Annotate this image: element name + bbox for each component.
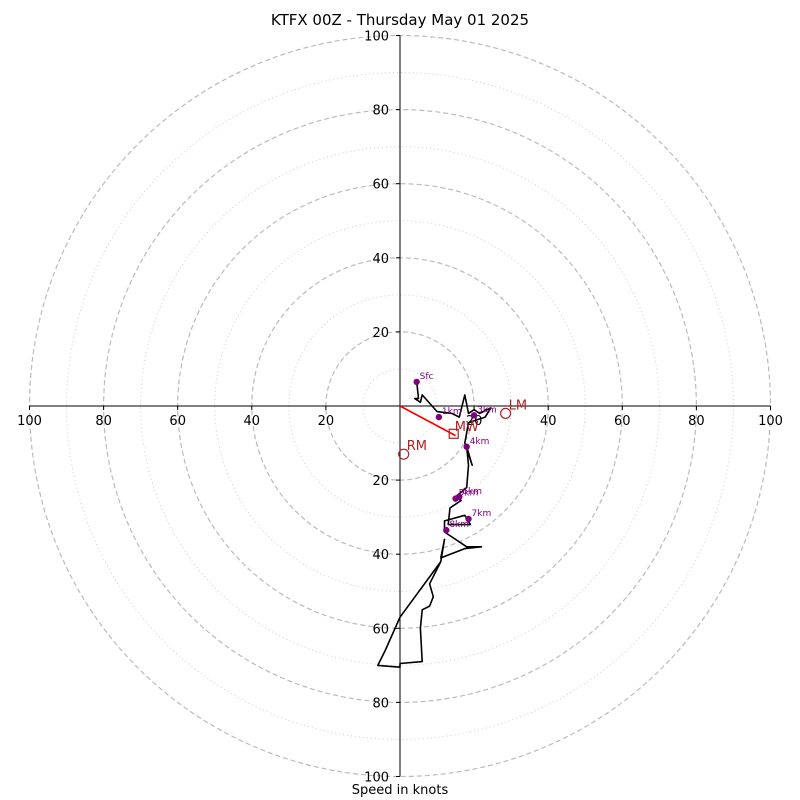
storm-motion-label-RM: RM bbox=[407, 439, 427, 454]
shear-vector-line bbox=[399, 405, 456, 437]
y-tick-label: 80 bbox=[372, 104, 389, 119]
height-label-3km: 3km bbox=[477, 405, 497, 415]
height-marker-6km bbox=[456, 493, 463, 500]
x-tick-label: 20 bbox=[318, 414, 335, 429]
storm-motion-marker-LM bbox=[499, 407, 512, 420]
height-label-8km: 8km bbox=[449, 520, 469, 530]
shear-vector bbox=[399, 405, 456, 437]
y-tick-label: 60 bbox=[372, 622, 389, 637]
y-tick-label: 100 bbox=[364, 30, 389, 45]
y-tick-label: 80 bbox=[372, 696, 389, 711]
mean-wind-marker bbox=[448, 428, 459, 439]
height-marker-3km bbox=[470, 412, 478, 419]
height-marker-1km bbox=[435, 413, 443, 421]
height-label-Sfc: Sfc bbox=[420, 372, 434, 382]
height-label-6km: 6km bbox=[462, 487, 482, 497]
mean-wind-label: MW bbox=[455, 420, 479, 435]
x-tick-label: 60 bbox=[614, 414, 631, 429]
y-tick-label: 20 bbox=[372, 326, 389, 341]
x-tick-label: 100 bbox=[17, 414, 42, 429]
height-marker-Sfc bbox=[413, 378, 420, 386]
height-label-1km: 1km bbox=[442, 407, 462, 417]
x-tick-label: 60 bbox=[169, 414, 186, 429]
y-tick-label: 40 bbox=[372, 548, 389, 563]
x-tick-label: 40 bbox=[244, 414, 261, 429]
height-marker-4km bbox=[463, 443, 470, 450]
height-marker-7km bbox=[465, 515, 472, 523]
height-label-5km: 5km bbox=[459, 489, 479, 499]
wind-profile bbox=[376, 381, 492, 669]
x-tick-label: 100 bbox=[758, 414, 783, 429]
storm-motions: RM LM MW bbox=[398, 398, 527, 460]
height-label-7km: 7km bbox=[472, 509, 492, 519]
y-tick-label: 60 bbox=[372, 178, 389, 193]
chart-title: KTFX 00Z - Thursday May 01 2025 bbox=[270, 11, 530, 29]
y-tick-label: 20 bbox=[372, 474, 389, 489]
x-tick-label: 80 bbox=[688, 414, 705, 429]
height-marker-8km bbox=[443, 526, 450, 534]
x-tick-label: 40 bbox=[540, 414, 557, 429]
storm-motion-marker-RM bbox=[398, 448, 410, 460]
hodograph-trace bbox=[376, 381, 492, 669]
y-tick-label: 100 bbox=[364, 771, 389, 786]
storm-motion-label-LM: LM bbox=[509, 398, 527, 413]
height-label-4km: 4km bbox=[470, 437, 490, 447]
x-axis-label: Speed in knots bbox=[351, 783, 449, 798]
x-tick-label: 80 bbox=[95, 414, 112, 429]
y-tick-label: 40 bbox=[372, 252, 389, 267]
tick-labels: 1001008080606040402020202040406060808010… bbox=[17, 30, 783, 786]
